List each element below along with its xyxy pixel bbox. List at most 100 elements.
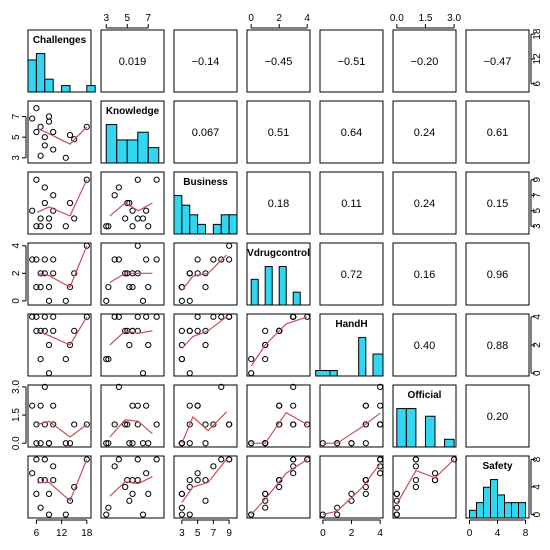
data-point-vdrugcontrol-vs-knowledge — [115, 256, 122, 263]
data-point-vdrugcontrol-vs-business — [194, 270, 201, 277]
data-point-official-vs-knowledge — [129, 440, 136, 447]
histogram-bar-business — [197, 223, 206, 235]
data-point-handh-vs-challenges — [37, 355, 44, 363]
data-point-handh-vs-challenges — [41, 313, 48, 320]
tick-label-challenges: 6 — [532, 81, 543, 87]
data-point-handh-vs-challenges — [33, 327, 40, 335]
data-point-official-vs-vdrugcontrol — [304, 421, 311, 428]
data-point-official-vs-challenges — [37, 440, 44, 447]
tick-label-official: 1.5 — [11, 408, 22, 422]
data-point-safety-vs-business — [202, 477, 209, 484]
data-point-safety-vs-challenges — [83, 456, 90, 463]
data-point-business-vs-knowledge — [105, 223, 112, 230]
data-point-safety-vs-official — [412, 456, 420, 463]
data-point-safety-vs-challenges — [33, 490, 40, 497]
data-point-handh-vs-knowledge — [139, 370, 147, 377]
histogram-bar-knowledge — [105, 124, 118, 164]
data-point-official-vs-knowledge — [129, 402, 136, 409]
tick-label-knowledge: 5 — [11, 134, 22, 140]
tick-label-challenges: 6 — [34, 528, 40, 539]
tick-label-official: 1.5 — [419, 13, 433, 24]
data-point-safety-vs-challenges — [62, 511, 69, 518]
tick-label-vdrugcontrol: 2 — [276, 13, 282, 24]
data-point-safety-vs-challenges — [45, 490, 53, 497]
data-point-official-vs-business — [186, 421, 193, 428]
data-point-safety-vs-business — [194, 470, 201, 477]
correlation-challenges-handh: −0.51 — [338, 56, 366, 68]
data-point-handh-vs-knowledge — [115, 313, 122, 320]
tick-label-knowledge: 7 — [11, 113, 22, 119]
data-point-official-vs-knowledge — [134, 402, 141, 409]
panel-frame-business-vdrugcontrol — [246, 171, 311, 235]
panel-frame-safety-challenges — [27, 455, 92, 519]
data-point-safety-vs-official — [393, 490, 400, 497]
data-point-knowledge-vs-challenges — [50, 146, 57, 153]
data-point-handh-vs-vdrugcontrol — [262, 341, 269, 349]
data-point-safety-vs-official — [412, 463, 420, 470]
variable-label-handh: HandH — [335, 319, 367, 330]
data-point-safety-vs-knowledge — [126, 497, 133, 504]
data-point-business-vs-challenges — [33, 176, 40, 183]
data-point-vdrugcontrol-vs-business — [226, 256, 233, 263]
data-point-vdrugcontrol-vs-business — [218, 256, 225, 263]
panel-frame-official-handh — [319, 384, 384, 448]
data-point-vdrugcontrol-vs-knowledge — [139, 297, 147, 304]
tick-label-challenges: 12 — [532, 53, 543, 65]
data-point-vdrugcontrol-vs-business — [210, 256, 217, 263]
panel-frame-official-business — [173, 384, 238, 448]
data-point-knowledge-vs-challenges — [41, 142, 48, 149]
data-point-vdrugcontrol-vs-knowledge — [126, 283, 133, 291]
data-point-official-vs-vdrugcontrol — [290, 383, 297, 390]
data-point-official-vs-knowledge — [122, 421, 129, 428]
data-point-vdrugcontrol-vs-knowledge — [143, 256, 150, 263]
data-point-vdrugcontrol-vs-challenges — [50, 270, 57, 277]
data-point-safety-vs-official — [412, 477, 420, 484]
data-point-official-vs-vdrugcontrol — [290, 402, 297, 409]
data-point-vdrugcontrol-vs-challenges — [45, 283, 53, 291]
smoother-line-official-vs-knowledge — [109, 419, 153, 438]
data-point-handh-vs-vdrugcontrol — [276, 327, 283, 335]
data-point-safety-vs-vdrugcontrol — [276, 483, 283, 491]
histogram-bar-safety — [511, 502, 519, 519]
data-point-official-vs-business — [202, 421, 209, 428]
data-point-official-vs-knowledge — [103, 440, 110, 447]
data-point-safety-vs-challenges — [50, 477, 57, 484]
data-point-official-vs-business — [218, 383, 225, 390]
smoother-line-safety-vs-knowledge — [109, 476, 153, 497]
data-point-vdrugcontrol-vs-knowledge — [145, 283, 152, 291]
data-point-knowledge-vs-challenges — [41, 134, 48, 141]
data-point-safety-vs-business — [194, 477, 201, 484]
data-point-business-vs-challenges — [45, 223, 53, 230]
data-point-official-vs-handh — [348, 440, 355, 447]
panel-frame-challenges-safety — [465, 29, 530, 93]
tick-label-knowledge: 3 — [103, 13, 109, 24]
data-point-safety-vs-business — [186, 477, 193, 484]
histogram-bar-safety — [469, 509, 477, 519]
tick-label-safety: 8 — [532, 456, 543, 462]
histogram-bar-official — [396, 408, 407, 448]
data-point-handh-vs-knowledge — [105, 355, 112, 363]
smoother-line-vdrugcontrol-vs-knowledge — [109, 272, 153, 284]
data-point-handh-vs-business — [178, 355, 185, 363]
correlation-knowledge-vdrugcontrol: 0.51 — [268, 127, 289, 139]
smoother-line-safety-vs-vdrugcontrol — [250, 458, 308, 516]
data-point-official-vs-business — [178, 440, 185, 447]
panel-frame-vdrugcontrol-business — [173, 242, 238, 306]
data-point-vdrugcontrol-vs-knowledge — [153, 256, 160, 263]
smoother-line-handh-vs-business — [181, 316, 227, 349]
data-point-safety-vs-handh — [334, 504, 341, 511]
panel-frame-knowledge-business — [173, 100, 238, 164]
data-point-official-vs-knowledge — [139, 440, 147, 447]
data-point-safety-vs-official — [450, 456, 458, 463]
panel-frame-handh-challenges — [27, 313, 92, 377]
data-point-handh-vs-business — [194, 327, 201, 335]
data-point-safety-vs-official — [412, 483, 420, 491]
data-point-safety-vs-handh — [377, 456, 384, 463]
correlation-vdrugcontrol-official: 0.16 — [414, 269, 435, 281]
smoother-line-official-vs-handh — [322, 412, 381, 444]
panel-frame-vdrugcontrol-challenges — [27, 242, 92, 306]
histogram-bar-challenges — [86, 85, 96, 93]
data-point-vdrugcontrol-vs-challenges — [29, 256, 36, 263]
data-point-safety-vs-knowledge — [111, 463, 118, 470]
